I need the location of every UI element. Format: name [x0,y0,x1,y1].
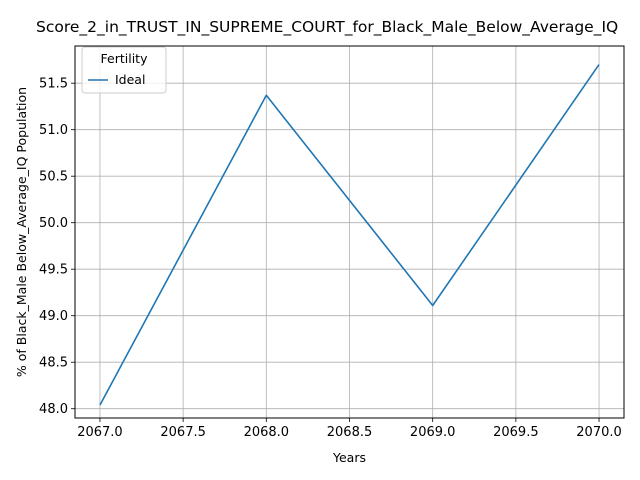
legend-title: Fertility [101,51,149,66]
series-line-ideal [99,64,600,406]
y-tick-label: 48.0 [39,402,68,417]
x-axis-label: Years [332,450,366,465]
y-tick-label: 50.0 [39,216,68,231]
x-tick-label: 2067.5 [160,425,206,440]
y-tick-label: 51.5 [39,77,68,92]
x-axis-ticks: 2067.0 2067.5 2068.0 2068.5 2069.0 2069.5 2070… [77,418,622,440]
x-tick-label: 2069.5 [493,425,539,440]
x-tick-label: 2067.0 [77,425,123,440]
y-axis-ticks: 48.0 48.5 49.0 49.5 50.0 50.5 51.0 51.5 [39,77,75,417]
x-tick-label: 2068.5 [327,425,373,440]
y-tick-label: 49.5 [39,263,68,278]
x-tick-label: 2069.0 [410,425,456,440]
y-tick-label: 48.5 [39,356,68,371]
y-tick-label: 51.0 [39,123,68,138]
legend-box [81,46,167,94]
series-layer [99,64,600,406]
legend-label-ideal: Ideal [115,72,145,87]
y-tick-label: 49.0 [39,309,68,324]
y-tick-label: 50.5 [39,170,68,185]
y-axis-label: % of Black_Male Below_Average_IQ Populat… [14,87,29,377]
grid [75,46,624,418]
x-tick-label: 2070.0 [576,425,622,440]
chart-title: Score_2_in_TRUST_IN_SUPREME_COURT_for_Bl… [36,18,618,37]
x-tick-label: 2068.0 [244,425,290,440]
legend: Fertility Ideal [81,46,167,94]
